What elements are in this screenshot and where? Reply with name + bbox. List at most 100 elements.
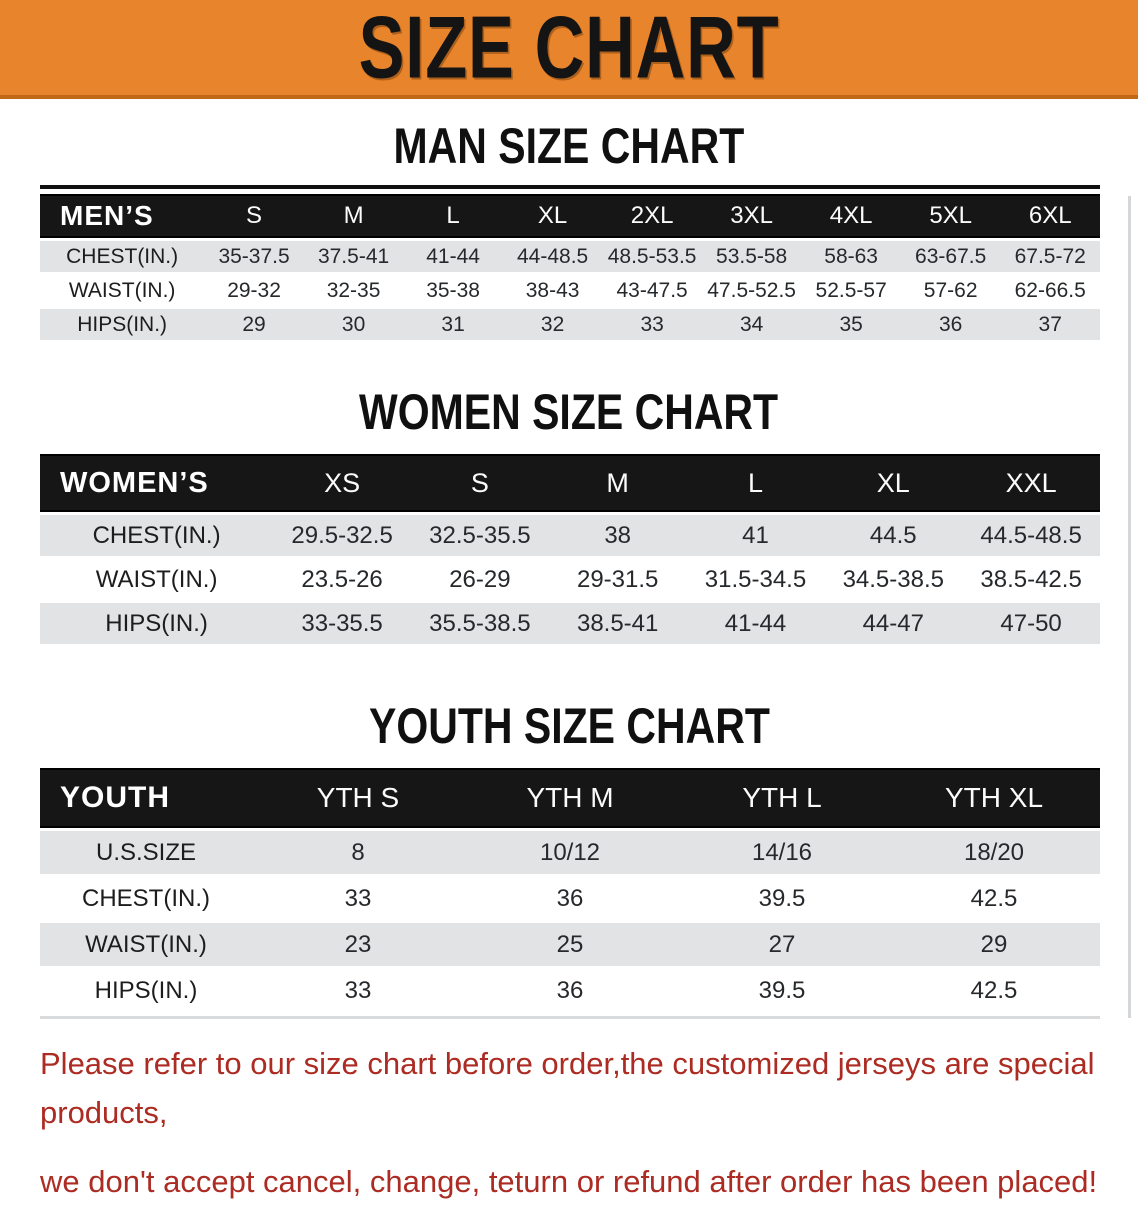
size-value-cell: 25 <box>556 930 584 958</box>
section-heading: WOMEN SIZE CHART <box>0 387 1138 437</box>
corner-label: MEN’S <box>40 194 205 238</box>
column-header: L <box>686 454 825 512</box>
size-value-cell: 36 <box>556 976 584 1004</box>
size-value-cell: 37 <box>1038 312 1062 336</box>
size-value-cell: 47-50 <box>1000 609 1062 637</box>
size-value-cell: 34.5-38.5 <box>842 565 944 593</box>
corner-label: WOMEN’S <box>40 454 274 512</box>
corner-label: YOUTH <box>40 768 252 828</box>
column-header: L <box>403 194 503 238</box>
column-header: S <box>204 194 304 238</box>
size-value-cell: 44-48.5 <box>516 244 589 268</box>
table-row: CHEST(IN.) 33 36 39.5 42.5 <box>40 877 1100 920</box>
section-heading: YOUTH SIZE CHART <box>0 701 1138 751</box>
size-value-cell: 48.5-53.5 <box>607 244 697 268</box>
size-value-cell: 36 <box>556 884 584 912</box>
size-value-cell: 23.5-26 <box>301 565 383 593</box>
size-value-cell: 39.5 <box>758 976 806 1004</box>
row-label: WAIST(IN.) <box>85 930 207 958</box>
banner-title: SIZE CHART <box>358 0 780 97</box>
row-label: HIPS(IN.) <box>105 609 208 637</box>
size-value-cell: 32.5-35.5 <box>429 521 531 549</box>
size-value-cell: 38 <box>604 521 632 549</box>
size-table: MEN’S S M L XL 2XL 3XL 4XL 5XL 6XL CHEST(IN.) 35-… <box>40 191 1100 343</box>
size-value-cell: 35.5-38.5 <box>429 609 531 637</box>
column-header: M <box>548 454 687 512</box>
row-label: WAIST(IN.) <box>68 278 176 302</box>
size-table-section: MAN SIZE CHART MEN’S S M L XL 2XL 3XL 4XL 5XL 6X… <box>0 121 1138 343</box>
table-row: HIPS(IN.) 29 30 31 32 33 34 35 36 37 <box>40 309 1100 340</box>
size-value-cell: 67.5-72 <box>1014 244 1086 268</box>
size-value-cell: 29.5-32.5 <box>291 521 393 549</box>
row-label: CHEST(IN.) <box>92 521 221 549</box>
size-value-cell: 33-35.5 <box>301 609 383 637</box>
size-table-wrap: WOMEN’S XS S M L XL XXL CHEST(IN.) 29.5-32.5 32… <box>40 451 1100 647</box>
size-table: YOUTH YTH S YTH M YTH L YTH XL U.S.SIZE 8 10/… <box>40 765 1100 1015</box>
size-value-cell: 42.5 <box>970 976 1018 1004</box>
table-row: HIPS(IN.) 33 36 39.5 42.5 <box>40 969 1100 1012</box>
column-header: YTH S <box>252 768 464 828</box>
size-value-cell: 53.5-58 <box>716 244 788 268</box>
size-value-cell: 26-29 <box>449 565 511 593</box>
size-value-cell: 23 <box>344 930 372 958</box>
size-value-cell: 14/16 <box>751 838 813 866</box>
size-value-cell: 47.5-52.5 <box>707 278 796 302</box>
row-label: CHEST(IN.) <box>66 244 179 268</box>
size-value-cell: 62-66.5 <box>1014 278 1086 302</box>
size-value-cell: 38.5-41 <box>576 609 659 637</box>
size-table: WOMEN’S XS S M L XL XXL CHEST(IN.) 29.5-32.5 32… <box>40 451 1100 647</box>
size-table-wrap: YOUTH YTH S YTH M YTH L YTH XL U.S.SIZE 8 10/… <box>40 765 1100 1019</box>
section-heading: MAN SIZE CHART <box>0 121 1138 171</box>
table-row: U.S.SIZE 8 10/12 14/16 18/20 <box>40 831 1100 874</box>
table-top-rule <box>40 185 1100 189</box>
size-value-cell: 31.5-34.5 <box>704 565 807 593</box>
section-heading-text: MAN SIZE CHART <box>393 118 745 174</box>
disclaimer: Please refer to our size chart before or… <box>0 1039 1138 1206</box>
column-header: 5XL <box>900 194 1001 238</box>
size-value-cell: 10/12 <box>539 838 601 866</box>
table-row: WAIST(IN.) 29-32 32-35 35-38 38-43 43-47.5 47.… <box>40 275 1100 306</box>
row-label: U.S.SIZE <box>95 838 197 866</box>
disclaimer-line-2: we don't accept cancel, change, teturn o… <box>40 1164 1098 1199</box>
size-value-cell: 38.5-42.5 <box>980 565 1082 593</box>
size-table-wrap: MEN’S S M L XL 2XL 3XL 4XL 5XL 6XL CHEST(IN.) 35-… <box>40 185 1100 343</box>
column-header: S <box>410 454 549 512</box>
table-row: CHEST(IN.) 29.5-32.5 32.5-35.5 38 41 44.5 44.5… <box>40 515 1100 556</box>
table-row: HIPS(IN.) 33-35.5 35.5-38.5 38.5-41 41-44 44-… <box>40 603 1100 644</box>
row-label: HIPS(IN.) <box>94 976 198 1004</box>
size-value-cell: 33 <box>640 312 664 336</box>
column-header: 4XL <box>801 194 901 238</box>
size-chart-banner: SIZE CHART <box>0 0 1138 99</box>
size-value-cell: 35-37.5 <box>218 244 290 268</box>
size-value-cell: 63-67.5 <box>915 244 987 268</box>
size-value-cell: 44-47 <box>862 609 924 637</box>
row-label: CHEST(IN.) <box>82 884 210 912</box>
size-value-cell: 37.5-41 <box>317 244 390 268</box>
column-header: M <box>303 194 404 238</box>
scan-edge-line <box>1128 196 1131 1018</box>
size-value-cell: 52.5-57 <box>815 278 887 302</box>
sections-container: MAN SIZE CHART MEN’S S M L XL 2XL 3XL 4XL 5XL 6X… <box>0 121 1138 1019</box>
column-header: XS <box>273 454 411 512</box>
size-value-cell: 27 <box>768 930 796 958</box>
size-value-cell: 32 <box>540 312 565 336</box>
table-bottom-rule <box>40 1016 1100 1019</box>
column-header: 2XL <box>602 194 702 238</box>
size-value-cell: 33 <box>344 884 372 912</box>
size-value-cell: 43-47.5 <box>616 278 688 302</box>
size-value-cell: 29-32 <box>227 278 281 302</box>
size-value-cell: 58-63 <box>824 244 878 268</box>
column-header: 3XL <box>701 194 802 238</box>
size-value-cell: 35 <box>839 312 863 336</box>
column-header: YTH M <box>464 768 676 828</box>
size-value-cell: 33 <box>344 976 372 1004</box>
column-header: XXL <box>962 454 1100 512</box>
header-row: MEN’S S M L XL 2XL 3XL 4XL 5XL 6XL <box>40 194 1100 238</box>
section-heading-text: YOUTH SIZE CHART <box>368 698 770 754</box>
row-label: HIPS(IN.) <box>77 312 168 336</box>
size-value-cell: 8 <box>351 838 365 866</box>
row-label: WAIST(IN.) <box>95 565 218 593</box>
size-value-cell: 29 <box>980 930 1008 958</box>
column-header: XL <box>824 454 963 512</box>
column-header: YTH L <box>676 768 888 828</box>
